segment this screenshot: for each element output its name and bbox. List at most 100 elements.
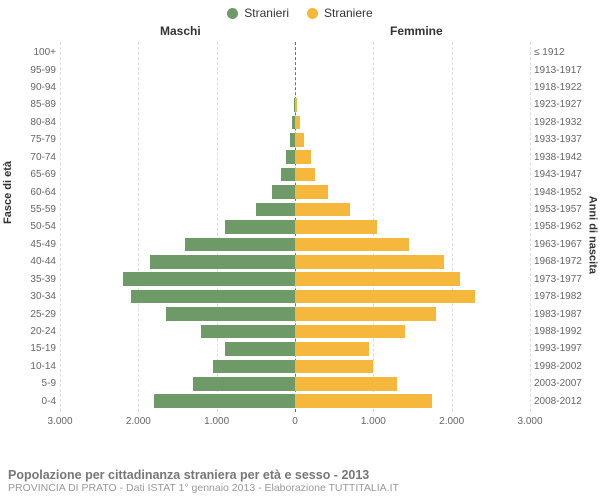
birth-year-label: 1973-1977: [534, 274, 590, 285]
birth-year-label: 1928-1932: [534, 117, 590, 128]
pyramid-rows: 100+≤ 191295-991913-191790-941918-192285…: [60, 44, 530, 410]
bar-female: [295, 307, 436, 321]
pyramid-row: 60-641948-1952: [60, 183, 530, 200]
bar-female: [295, 133, 304, 147]
age-label: 80-84: [12, 117, 56, 128]
pyramid-row: 90-941918-1922: [60, 79, 530, 96]
pyramid-row: 40-441968-1972: [60, 253, 530, 270]
birth-year-label: 1978-1982: [534, 291, 590, 302]
bar-male: [225, 342, 296, 356]
bar-female: [295, 203, 350, 217]
age-label: 5-9: [12, 378, 56, 389]
birth-year-label: 1963-1967: [534, 239, 590, 250]
age-label: 85-89: [12, 99, 56, 110]
bar-male: [150, 255, 295, 269]
x-axis-ticks: 3.0002.0001.00001.0002.0003.000: [60, 416, 530, 430]
x-tick-label: 1.000: [204, 416, 229, 427]
birth-year-label: 1988-1992: [534, 326, 590, 337]
bar-male: [272, 185, 296, 199]
pyramid-row: 100+≤ 1912: [60, 44, 530, 61]
birth-year-label: 2003-2007: [534, 378, 590, 389]
age-label: 15-19: [12, 343, 56, 354]
chart-title: Popolazione per cittadinanza straniera p…: [8, 468, 399, 482]
age-label: 35-39: [12, 274, 56, 285]
x-tick-label: 3.000: [517, 416, 542, 427]
pyramid-row: 95-991913-1917: [60, 61, 530, 78]
birth-year-label: ≤ 1912: [534, 47, 590, 58]
birth-year-label: 1983-1987: [534, 309, 590, 320]
age-label: 40-44: [12, 256, 56, 267]
bar-female: [295, 325, 405, 339]
bar-female: [295, 168, 315, 182]
bar-female: [295, 220, 377, 234]
birth-year-label: 1948-1952: [534, 187, 590, 198]
age-label: 75-79: [12, 134, 56, 145]
age-label: 65-69: [12, 169, 56, 180]
bar-female: [295, 255, 444, 269]
column-header-female: Femmine: [390, 24, 443, 38]
plot-area: 100+≤ 191295-991913-191790-941918-192285…: [60, 42, 530, 412]
pyramid-row: 85-891923-1927: [60, 96, 530, 113]
age-label: 60-64: [12, 187, 56, 198]
swatch-female: [307, 8, 318, 19]
pyramid-row: 5-92003-2007: [60, 375, 530, 392]
bar-male: [225, 220, 296, 234]
bar-female: [295, 377, 397, 391]
pyramid-row: 55-591953-1957: [60, 201, 530, 218]
swatch-male: [227, 8, 238, 19]
column-header-male: Maschi: [160, 24, 201, 38]
bar-female: [295, 394, 432, 408]
chart-area: Maschi Femmine Fasce di età Anni di nasc…: [0, 24, 600, 444]
birth-year-label: 1998-2002: [534, 361, 590, 372]
legend-item-male: Stranieri: [227, 6, 289, 20]
bar-female: [295, 238, 409, 252]
bar-female: [295, 360, 373, 374]
pyramid-row: 25-291983-1987: [60, 305, 530, 322]
x-tick-label: 2.000: [126, 416, 151, 427]
pyramid-row: 20-241988-1992: [60, 323, 530, 340]
pyramid-row: 80-841928-1932: [60, 114, 530, 131]
bar-male: [131, 290, 296, 304]
birth-year-label: 1993-1997: [534, 343, 590, 354]
bar-female: [295, 290, 475, 304]
legend-label-male: Stranieri: [244, 6, 289, 20]
bar-male: [123, 272, 295, 286]
age-label: 50-54: [12, 221, 56, 232]
age-label: 95-99: [12, 65, 56, 76]
bar-female: [295, 342, 369, 356]
bar-female: [295, 116, 300, 130]
bar-female: [295, 185, 328, 199]
birth-year-label: 1938-1942: [534, 152, 590, 163]
pyramid-row: 30-341978-1982: [60, 288, 530, 305]
pyramid-row: 70-741938-1942: [60, 149, 530, 166]
birth-year-label: 1958-1962: [534, 221, 590, 232]
age-label: 45-49: [12, 239, 56, 250]
bar-male: [154, 394, 295, 408]
birth-year-label: 1968-1972: [534, 256, 590, 267]
legend-item-female: Straniere: [307, 6, 373, 20]
bar-female: [295, 272, 460, 286]
chart-footer: Popolazione per cittadinanza straniera p…: [8, 468, 399, 494]
bar-male: [185, 238, 295, 252]
age-label: 55-59: [12, 204, 56, 215]
pyramid-row: 45-491963-1967: [60, 236, 530, 253]
birth-year-label: 1918-1922: [534, 82, 590, 93]
age-label: 0-4: [12, 396, 56, 407]
bar-male: [201, 325, 295, 339]
bar-male: [286, 150, 295, 164]
bar-female: [295, 150, 311, 164]
age-label: 10-14: [12, 361, 56, 372]
age-label: 25-29: [12, 309, 56, 320]
bar-male: [213, 360, 295, 374]
bar-male: [256, 203, 295, 217]
birth-year-label: 1953-1957: [534, 204, 590, 215]
age-label: 90-94: [12, 82, 56, 93]
age-label: 30-34: [12, 291, 56, 302]
x-tick-label: 3.000: [47, 416, 72, 427]
bar-male: [166, 307, 295, 321]
age-label: 100+: [12, 47, 56, 58]
age-label: 20-24: [12, 326, 56, 337]
age-label: 70-74: [12, 152, 56, 163]
birth-year-label: 2008-2012: [534, 396, 590, 407]
pyramid-row: 15-191993-1997: [60, 340, 530, 357]
